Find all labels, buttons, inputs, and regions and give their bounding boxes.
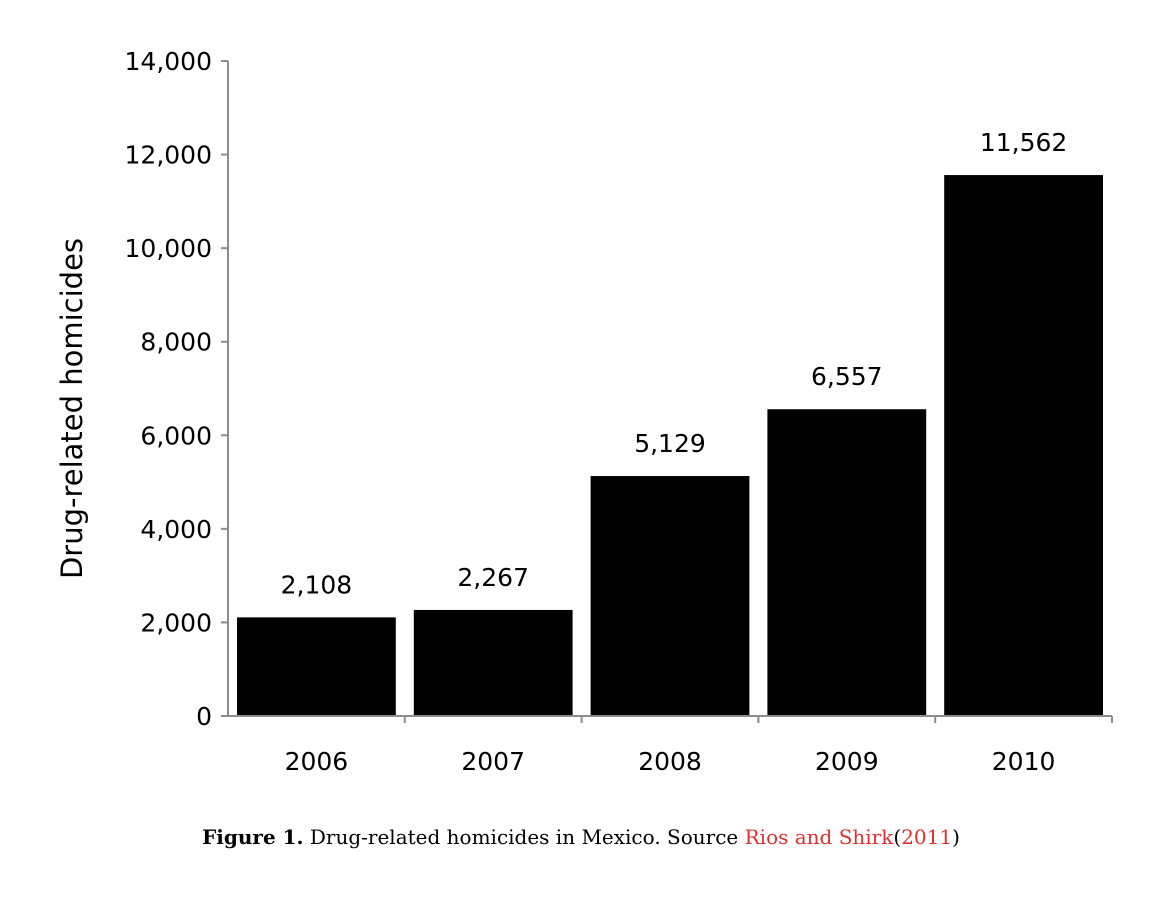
y-tick-label: 2,000 (140, 608, 212, 637)
y-axis-ticks: 0 2,000 4,000 6,000 8,000 10,000 12,000 14,000 (125, 47, 228, 731)
bars (237, 175, 1103, 716)
y-tick-label: 14,000 (125, 47, 212, 76)
citation-year-link[interactable]: 2011 (901, 825, 953, 849)
data-label-2008: 5,129 (634, 429, 706, 458)
y-tick-label: 8,000 (140, 328, 212, 357)
data-label-2006: 2,108 (281, 570, 353, 599)
x-tick-label-2008: 2008 (638, 747, 702, 776)
x-tick-label-2010: 2010 (992, 747, 1056, 776)
y-tick-label: 4,000 (140, 515, 212, 544)
x-tick-label-2007: 2007 (461, 747, 525, 776)
data-labels: 2,108 2,267 5,129 6,557 11,562 (281, 128, 1068, 599)
x-tick-label-2009: 2009 (815, 747, 879, 776)
y-tick-label: 6,000 (140, 421, 212, 450)
y-tick-label: 0 (196, 702, 212, 731)
figure-caption: Figure 1. Drug-related homicides in Mexi… (0, 825, 1162, 849)
x-axis-ticks: 2006 2007 2008 2009 2010 (285, 716, 1113, 776)
figure-label: Figure 1. (202, 825, 304, 849)
bar-2008 (590, 476, 750, 716)
citation-authors-link[interactable]: Rios and Shirk (744, 825, 894, 849)
y-tick-label: 12,000 (125, 141, 212, 170)
bar-chart: 02,0004,0006,0008,00010,00012,00014,000 … (55, 47, 1113, 776)
citation-paren-close: ) (952, 825, 960, 849)
data-label-2010: 11,562 (980, 128, 1067, 157)
bar-2007 (413, 609, 573, 716)
bar-2009 (767, 409, 927, 716)
data-label-2009: 6,557 (811, 362, 883, 391)
bar-2006 (237, 617, 396, 716)
y-tick-label: 10,000 (125, 234, 212, 263)
data-label-2007: 2,267 (457, 563, 529, 592)
x-tick-label-2006: 2006 (285, 747, 349, 776)
citation-paren-open: ( (893, 825, 902, 849)
bar-2010 (944, 175, 1103, 716)
y-axis-title: Drug-related homicides (55, 238, 89, 579)
caption-text: Drug-related homicides in Mexico. Source (309, 825, 739, 849)
